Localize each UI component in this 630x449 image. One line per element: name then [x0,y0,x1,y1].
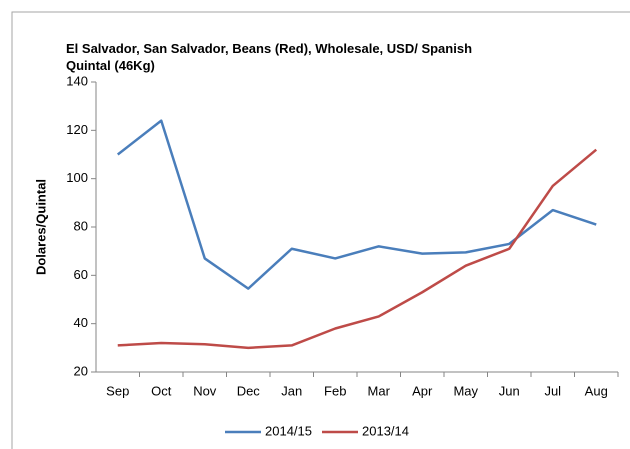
y-tick-label: 60 [74,267,88,282]
x-tick-label: May [453,383,478,398]
y-tick-label: 140 [66,73,88,88]
x-tick-label: Oct [151,383,172,398]
x-tick-label: Dec [237,383,261,398]
line-series [117,148,598,350]
x-tick-label: Nov [193,383,217,398]
y-axis-label: Dolares/Quintal [33,179,48,275]
frame [11,11,630,449]
y-tick-label: 120 [66,122,88,137]
x-tick-label: Aug [585,383,608,398]
chart-title: El Salvador, San Salvador, Beans (Red), … [66,41,473,73]
legend-label: 2013/14 [362,423,409,438]
x-tick-label: Mar [368,383,391,398]
x-tick-label: Jul [544,383,561,398]
y-tick-label: 40 [74,315,88,330]
legend-label: 2014/15 [265,423,312,438]
x-tick-label: Feb [324,383,346,398]
x-tick-label: Sep [106,383,129,398]
x-tick-label: Jan [281,383,302,398]
y-tick-label: 100 [66,170,88,185]
x-tick-label: Jun [499,383,520,398]
x-tick-label: Apr [412,383,433,398]
y-tick-label: 20 [74,363,88,378]
line-series [116,119,597,290]
y-tick-label: 80 [74,218,88,233]
